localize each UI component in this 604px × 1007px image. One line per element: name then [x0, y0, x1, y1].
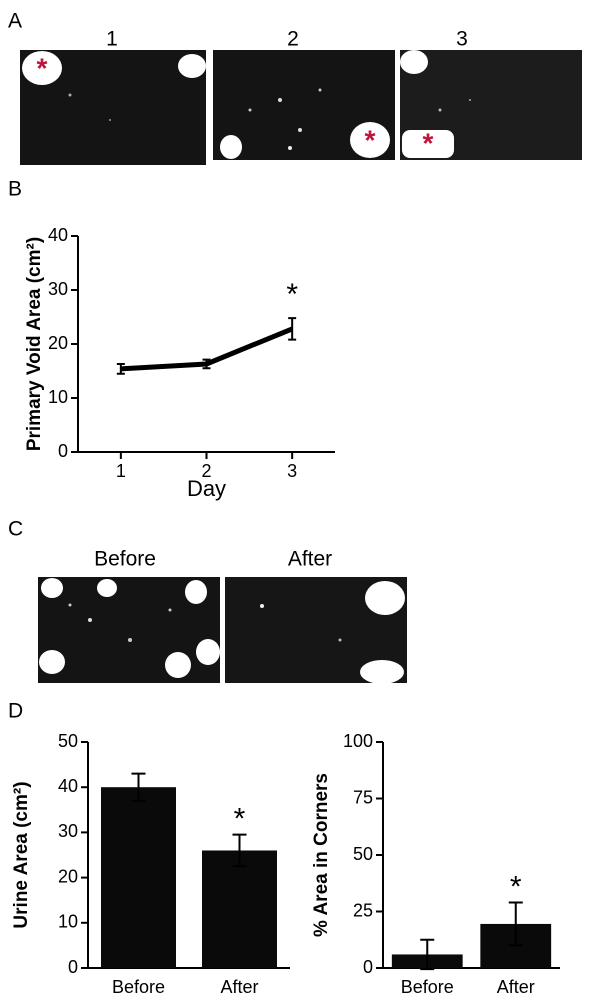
annotation: * — [510, 870, 522, 903]
image-label: Before — [94, 548, 156, 571]
y-tick-label: 75 — [353, 787, 373, 807]
y-axis-label: Primary Void Area (cm²) — [24, 237, 45, 451]
panel-label: B — [8, 178, 22, 201]
x-tick-label: Before — [112, 977, 165, 997]
bar — [101, 787, 176, 968]
error-bar — [202, 358, 211, 370]
y-tick-label: 40 — [58, 776, 78, 796]
error-bar — [116, 362, 125, 375]
panel-label: C — [8, 518, 23, 541]
panel-label: D — [8, 700, 23, 723]
y-tick-label: 25 — [353, 900, 373, 920]
annotation: * — [234, 803, 246, 836]
y-tick-label: 0 — [363, 957, 373, 977]
y-tick-label: 50 — [58, 731, 78, 751]
y-tick-label: 40 — [48, 225, 68, 245]
y-tick-label: 30 — [58, 821, 78, 841]
image-label: 2 — [287, 28, 299, 51]
x-tick-label: 2 — [201, 461, 211, 481]
image — [225, 577, 407, 684]
marker: * — [365, 124, 376, 155]
x-tick-label: After — [497, 977, 535, 997]
x-tick-label: Before — [401, 977, 454, 997]
x-tick-label: 3 — [287, 461, 297, 481]
annotation: * — [286, 278, 298, 311]
error-bar — [131, 772, 146, 802]
y-axis-label: Urine Area (cm²) — [11, 781, 32, 928]
error-bar — [288, 317, 297, 341]
x-tick-label: 1 — [116, 461, 126, 481]
error-bar — [420, 938, 435, 971]
marker: * — [37, 52, 48, 83]
panel-label: A — [8, 10, 22, 33]
y-tick-label: 0 — [58, 441, 68, 461]
y-tick-label: 10 — [48, 387, 68, 407]
y-tick-label: 10 — [58, 912, 78, 932]
y-tick-label: 20 — [58, 866, 78, 886]
y-tick-label: 0 — [68, 957, 78, 977]
error-bar — [508, 901, 523, 947]
x-tick-label: After — [220, 977, 258, 997]
y-tick-label: 100 — [343, 731, 373, 751]
y-tick-label: 20 — [48, 333, 68, 353]
image-label: 1 — [106, 28, 118, 51]
marker: * — [423, 127, 434, 158]
image — [400, 50, 582, 160]
image — [213, 50, 395, 160]
y-tick-label: 30 — [48, 279, 68, 299]
image — [38, 577, 220, 683]
error-bar — [232, 833, 247, 868]
image-label: 3 — [456, 28, 468, 51]
image-label: After — [288, 548, 332, 571]
x-axis-label: Day — [187, 476, 226, 501]
bar — [202, 850, 277, 968]
y-axis-label: % Area in Corners — [311, 773, 332, 937]
y-tick-label: 50 — [353, 844, 373, 864]
image — [20, 50, 206, 165]
